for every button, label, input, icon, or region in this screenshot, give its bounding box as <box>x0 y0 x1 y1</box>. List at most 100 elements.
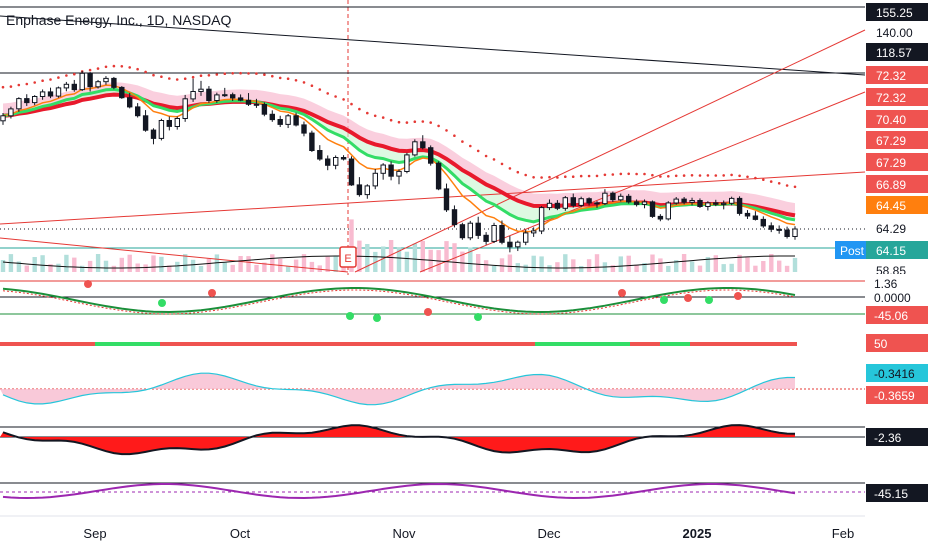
trend-strip <box>160 342 240 346</box>
osc-scale-label: -0.3659 <box>866 386 928 404</box>
candle-body <box>673 198 679 204</box>
x-tick-label: Sep <box>83 526 106 541</box>
band-dot <box>239 71 242 75</box>
candle-body <box>412 141 418 156</box>
volume-bar <box>507 254 513 272</box>
volume-bar <box>761 261 766 272</box>
price-scale-label-text: 140.00 <box>876 26 913 40</box>
volume-bar <box>626 255 631 272</box>
volume-bar <box>175 261 180 272</box>
price-scale-label-text: 66.89 <box>876 178 906 192</box>
candle-body <box>586 198 592 204</box>
candle-body <box>736 197 743 214</box>
band-dot <box>49 78 52 81</box>
band-dot <box>437 124 440 128</box>
trend-strip <box>240 342 535 346</box>
candle-body <box>768 225 774 230</box>
osc5-line <box>2 482 796 500</box>
band-dot <box>722 174 725 177</box>
volume-bar <box>183 254 188 272</box>
candle-body <box>71 83 77 91</box>
band-dot <box>152 73 155 77</box>
osc-scale-label-text: 0.0000 <box>874 291 911 305</box>
price-scale-label: 64.29 <box>866 219 928 237</box>
band-dot <box>746 175 749 179</box>
band-dot <box>373 114 377 118</box>
price-scale-label: 64.45 <box>866 196 928 214</box>
volume-bar <box>658 258 663 272</box>
band-dot <box>247 72 250 75</box>
candle-body <box>55 87 62 97</box>
candle-body <box>119 86 125 99</box>
band-dot <box>73 72 76 76</box>
candle-body <box>364 185 371 196</box>
candle-body <box>578 198 584 206</box>
volume-bar <box>381 246 386 272</box>
candle-body <box>317 150 323 160</box>
osc3-fill <box>0 373 795 405</box>
band-dot <box>556 176 559 179</box>
candle-body <box>261 104 268 115</box>
band-dot <box>278 76 282 80</box>
x-tick-label: Feb <box>832 526 854 541</box>
volume-bar <box>119 257 124 272</box>
volume-bar <box>0 260 6 272</box>
candle-body <box>111 77 117 88</box>
volume-bar <box>222 262 227 272</box>
candle-body <box>0 115 6 122</box>
post-badge: Post <box>835 241 866 259</box>
volume-bar <box>167 265 172 272</box>
candle-body <box>705 202 711 207</box>
price-scale-label-bg <box>866 219 928 237</box>
band-dot <box>302 81 306 84</box>
band-dot <box>397 120 401 124</box>
volume-bar <box>777 260 782 272</box>
candle-body <box>420 141 426 149</box>
volume-bar <box>586 259 592 272</box>
post-badge-label: Post <box>840 244 865 258</box>
band-dot <box>191 75 195 79</box>
band-dot <box>271 74 274 78</box>
volume-bar <box>396 247 402 272</box>
volume-bar <box>476 254 481 272</box>
candle-body <box>135 106 141 117</box>
price-scale-label: 155.25 <box>866 3 928 21</box>
volume-bar <box>784 265 790 272</box>
osc-scale-label: 0.0000 <box>866 288 928 306</box>
candle-body <box>142 115 149 131</box>
volume-bar <box>491 265 497 272</box>
candle-body <box>95 81 101 88</box>
volume-bar <box>650 254 655 272</box>
band-dot <box>595 174 599 178</box>
volume-bar <box>642 263 647 272</box>
trendline <box>0 15 866 76</box>
band-dot <box>516 170 520 174</box>
volume-bar <box>56 263 61 272</box>
band-dot <box>611 173 615 176</box>
volume-bar <box>48 264 53 272</box>
candle-body <box>396 170 402 177</box>
band-dot <box>579 174 583 178</box>
volume-bar <box>293 259 299 272</box>
trend-strip <box>95 342 160 346</box>
candle-body <box>63 83 70 89</box>
volume-bar <box>697 265 703 272</box>
candle-body <box>39 91 46 98</box>
candle-body <box>515 241 521 248</box>
volume-bar <box>285 266 291 272</box>
band-dot <box>96 67 100 70</box>
earnings-marker-label: E <box>344 253 351 265</box>
trend-strip <box>535 342 630 346</box>
band-dot <box>358 107 361 111</box>
volume-bar <box>262 262 267 272</box>
osc-scale-label-bg <box>866 484 928 502</box>
band-dot <box>326 92 330 95</box>
osc-scale-label-text: -0.3416 <box>874 367 915 381</box>
volume-bar <box>325 256 330 272</box>
band-dot <box>160 75 163 78</box>
band-dot <box>381 116 385 119</box>
band-dot <box>144 70 147 74</box>
candle-body <box>657 215 664 220</box>
